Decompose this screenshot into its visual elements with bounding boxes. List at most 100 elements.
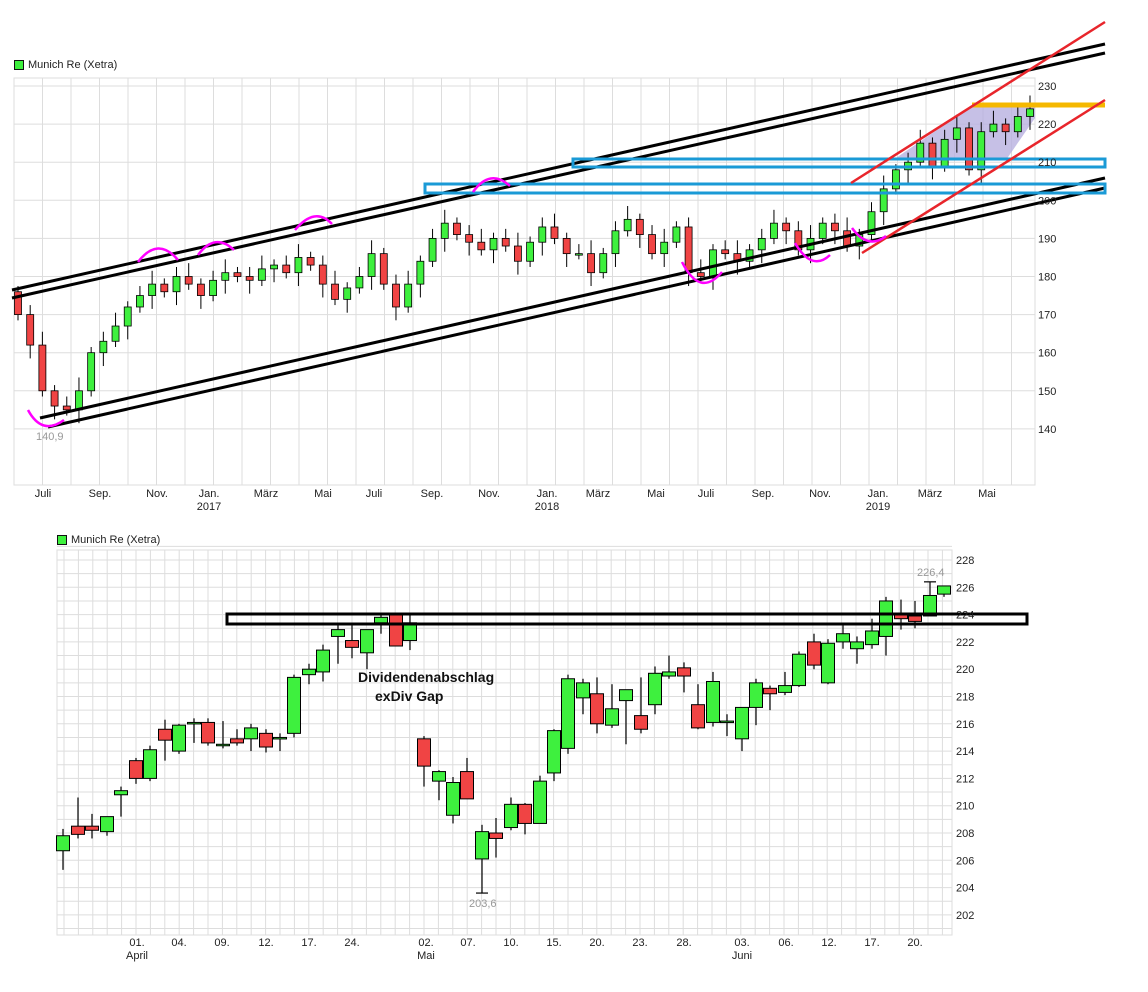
candle-up [111,325,120,342]
candle-up [821,642,835,684]
x-month-label: April [126,950,148,962]
candle-down [691,704,705,729]
top-chart-legend: Munich Re (Xetra) [14,59,117,71]
candle-down [518,803,532,824]
candle-down [38,344,47,392]
x-tick-label: 20. [589,937,604,949]
candle-down [489,832,503,839]
y-tick-label: 230 [1038,81,1056,93]
red-channel-lower [861,98,1106,255]
candle-up [778,685,792,693]
candle-up [1013,116,1022,133]
candle-up [316,649,330,673]
candle-down [721,249,730,255]
candle-up [937,585,951,595]
candle-up [706,680,720,723]
candle-up [745,249,754,262]
x-tick-label: März [254,488,278,500]
y-tick-label: 224 [956,610,974,622]
y-tick-label: 206 [956,855,974,867]
candle-up [331,629,345,637]
candle-up [136,295,144,308]
candle-up [187,721,201,725]
candle-down [196,283,205,296]
x-tick-label: 15. [546,937,561,949]
candle-down [465,234,474,243]
candle-up [720,720,734,724]
x-tick-label: Jan. [199,488,220,500]
y-tick-label: 190 [1038,233,1056,245]
candle-up [623,218,632,232]
candle-up [216,743,230,747]
candle-up [416,260,425,285]
candle-up [865,630,879,646]
resistance-box [225,612,1029,626]
bottom-chart-candles [56,581,951,894]
candle-down [389,614,403,647]
bottom-chart-overlays [225,612,1029,626]
candle-up [114,790,128,796]
x-tick-label: Jan. [868,488,889,500]
candle-up [209,279,217,296]
candle-up [367,253,376,277]
y-tick-label: 200 [1038,195,1056,207]
x-tick-label: Nov. [146,488,168,500]
x-tick-label: 10. [503,937,518,949]
candle-up [1026,108,1034,117]
candle-up [440,222,449,239]
top-low-label: 140,9 [36,431,64,443]
candle-down [160,283,169,293]
x-tick-label: Juli [698,488,715,500]
candle-up [662,671,676,677]
x-tick-label: 02. [418,937,433,949]
candle-up [891,169,900,190]
candle-up [244,727,258,740]
candle-down [184,276,193,285]
candle-down [201,721,215,744]
y-tick-label: 218 [956,692,974,704]
candle-down [345,640,359,648]
candle-down [1001,123,1010,133]
x-tick-label: 28. [676,937,691,949]
bottom-chart-y-axis: 228 226 224 222 220 218 216 214 212 210 208 206 204 2… [956,555,974,922]
x-tick-label: Juli [35,488,52,500]
resistance-zone-upper [571,157,1107,169]
candle-up [923,594,937,617]
candle-up [879,188,888,213]
candle-down [635,218,644,235]
x-tick-label: 07. [460,937,475,949]
swing-arc-marker [680,261,723,285]
candle-up [757,237,766,251]
x-year-label: 2017 [197,501,221,513]
top-chart: 230 220 210 200 190 180 170 160 150 140 Juli Sep. N… [11,20,1107,513]
candle-up [599,253,608,274]
candle-down [965,127,973,171]
x-tick-label: Nov. [809,488,831,500]
candle-down [477,241,486,251]
x-tick-label: Sep. [89,488,112,500]
candle-down [259,732,273,748]
candle-down [245,276,254,281]
candle-up [611,230,620,255]
top-chart-x-axis: Juli Sep. Nov. Jan. März Mai Juli Sep. Nov. Jan. M… [35,488,996,513]
candle-up [87,352,96,392]
candle-up [660,241,669,255]
x-tick-label: 06. [778,937,793,949]
y-tick-label: 210 [956,801,974,813]
x-tick-label: Jan. [537,488,558,500]
exdiv-annotation-line1: Dividendenabschlag [358,669,494,685]
y-tick-label: 160 [1038,348,1056,360]
candle-up [123,306,132,327]
candle-down [331,283,339,300]
x-tick-label: 09. [214,937,229,949]
y-tick-label: 180 [1038,272,1056,284]
candle-down [908,615,922,622]
candle-down [318,264,327,285]
candle-down [677,667,691,677]
candle-down [230,738,244,744]
bottom-high-label: 226,4 [917,567,945,579]
candle-down [550,226,559,239]
bottom-chart-grid [56,545,953,936]
candle-down [379,253,388,285]
legend-swatch [14,60,24,70]
